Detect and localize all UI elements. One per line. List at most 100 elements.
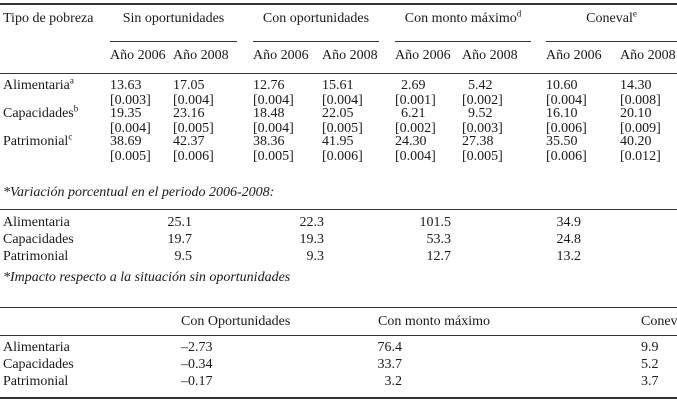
value-cell: 3.2	[384, 374, 403, 389]
std-error-cell: [0.004]	[110, 121, 151, 136]
row-header: Tipo de pobreza	[3, 11, 94, 26]
row-label: Patrimonial	[3, 374, 69, 389]
impact-title: *Impacto respecto a la situación sin opo…	[3, 270, 291, 285]
value-cell: 40.20	[620, 134, 652, 149]
std-error-cell: [0.001]	[395, 93, 436, 108]
group-label: Coneval	[586, 11, 633, 26]
row-label-wrap: Capacidadesb	[3, 103, 79, 122]
row-label: Patrimonial	[3, 249, 69, 264]
row-label: Alimentaria	[3, 215, 70, 230]
std-error-cell: [0.002]	[395, 121, 436, 136]
value-cell: 38.69	[110, 134, 142, 149]
value-cell: 101.5	[419, 215, 452, 230]
group-label: Sin oportunidades	[122, 11, 225, 26]
footnote-mark: b	[73, 103, 79, 114]
std-error-cell: [0.004]	[322, 93, 363, 108]
footnote-mark: d	[516, 8, 522, 19]
group-underline	[546, 41, 677, 42]
impact-rule	[0, 307, 677, 308]
group-label: Con oportunidades	[262, 11, 370, 26]
impact-header-rule	[0, 335, 677, 336]
value-cell: 3.7	[641, 374, 659, 389]
value-cell: 34.9	[556, 215, 582, 230]
footnote-mark: a	[69, 75, 74, 86]
value-cell: 12.7	[426, 249, 452, 264]
std-error-cell: [0.002]	[462, 93, 503, 108]
value-cell: 25.1	[167, 215, 193, 230]
header-rule	[0, 73, 677, 74]
std-error-cell: [0.003]	[462, 121, 503, 136]
value-cell: 9.5	[174, 249, 193, 264]
value-cell: 10.60	[546, 78, 578, 93]
group-header: Sin oportunidades	[110, 11, 237, 27]
std-error-cell: [0.005]	[253, 149, 294, 164]
row-label: Patrimonial	[3, 134, 69, 149]
std-error-cell: [0.006]	[173, 149, 214, 164]
std-error-cell: [0.004]	[173, 93, 214, 108]
year-header: Año 2008	[322, 48, 378, 63]
bottom-rule	[0, 397, 677, 399]
value-cell: 23.16	[173, 106, 205, 121]
value-cell: 42.37	[173, 134, 205, 149]
std-error-cell: [0.006]	[322, 149, 363, 164]
std-error-cell: [0.005]	[322, 121, 363, 136]
value-cell: 35.50	[546, 134, 578, 149]
value-cell: 14.30	[620, 78, 652, 93]
value-cell: 17.05	[173, 78, 205, 93]
column-header: Coneval	[641, 314, 677, 329]
std-error-cell: [0.004]	[253, 121, 294, 136]
value-cell: 38.36	[253, 134, 285, 149]
value-cell: 20.10	[620, 106, 652, 121]
group-underline	[253, 41, 379, 42]
value-cell: –0.34	[181, 357, 213, 372]
row-label: Alimentaria	[3, 78, 70, 93]
group-label: Con monto máximo	[404, 11, 517, 26]
footnote-mark: c	[68, 131, 73, 142]
value-cell: 9.3	[306, 249, 325, 264]
year-header: Año 2006	[110, 48, 166, 63]
top-rule	[0, 3, 677, 5]
value-cell: 27.38	[462, 134, 494, 149]
value-cell: 12.76	[253, 78, 285, 93]
value-cell: 33.7	[377, 357, 403, 372]
std-error-cell: [0.005]	[173, 121, 214, 136]
column-header: Con monto máximo	[378, 314, 490, 329]
std-error-cell: [0.006]	[546, 149, 587, 164]
row-label-wrap: Alimentariaa	[3, 75, 74, 94]
footnote-mark: e	[632, 8, 637, 19]
value-cell: 19.35	[110, 106, 142, 121]
value-cell: 5.42	[468, 78, 493, 93]
value-cell: 5.2	[641, 357, 659, 372]
value-cell: 19.3	[299, 232, 325, 247]
value-cell: –0.17	[181, 374, 213, 389]
std-error-cell: [0.003]	[110, 93, 151, 108]
year-header: Año 2006	[395, 48, 451, 63]
group-header: Conevale	[546, 8, 677, 27]
value-cell: 19.7	[167, 232, 193, 247]
std-error-cell: [0.005]	[462, 149, 503, 164]
value-cell: 9.52	[468, 106, 493, 121]
row-label: Alimentaria	[3, 340, 70, 355]
value-cell: 13.2	[556, 249, 582, 264]
value-cell: 13.63	[110, 78, 142, 93]
value-cell: 24.8	[556, 232, 582, 247]
variation-title: *Variación porcentual en el periodo 2006…	[3, 185, 275, 200]
value-cell: 18.48	[253, 106, 285, 121]
value-cell: 2.69	[401, 78, 426, 93]
std-error-cell: [0.004]	[253, 93, 294, 108]
year-header: Año 2008	[462, 48, 518, 63]
std-error-cell: [0.006]	[546, 121, 587, 136]
year-header: Año 2006	[253, 48, 309, 63]
std-error-cell: [0.012]	[620, 149, 661, 164]
value-cell: 41.95	[322, 134, 354, 149]
value-cell: 16.10	[546, 106, 578, 121]
group-header: Con monto máximod	[395, 8, 531, 27]
row-label: Capacidades	[3, 357, 74, 372]
value-cell: 15.61	[322, 78, 354, 93]
std-error-cell: [0.004]	[546, 93, 587, 108]
value-cell: 6.21	[401, 106, 426, 121]
year-header: Año 2006	[546, 48, 602, 63]
group-header: Con oportunidades	[253, 11, 379, 27]
variation-rule	[0, 209, 677, 210]
